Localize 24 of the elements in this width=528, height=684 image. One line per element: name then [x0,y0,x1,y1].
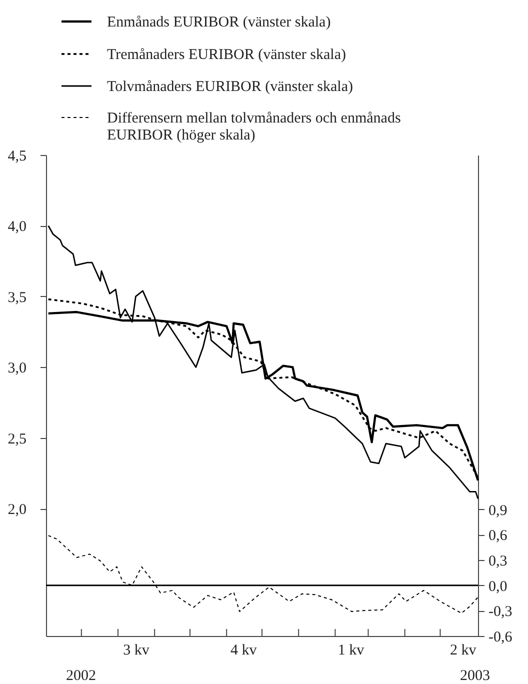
y2-tick-label: 0,6 [488,528,508,544]
y-tick-label: 2,0 [8,502,26,518]
y-tick-label: 3,0 [8,360,26,377]
y2-tick-label: -0,6 [488,630,513,646]
line-series [48,225,479,500]
text: 2003 [460,668,490,684]
y-tick-label: 4,5 [8,148,26,164]
x-tick-label: 3 kv [123,642,150,658]
y2-tick-label: -0,3 [488,604,512,620]
y2-tick-label: 0,3 [488,554,508,570]
line-series [48,535,478,614]
text: 2002 [66,668,96,684]
legend-label: Enmånads EURIBOR (vänster skala) [107,14,331,30]
x-tick-label: 1 kv [338,642,365,658]
y2-tick-label: 0,9 [488,502,508,519]
x-tick-label: 2 kv [450,642,477,658]
y2-tick-label: 0,0 [488,578,508,595]
y-tick-label: 2,5 [8,431,26,448]
legend-label: Differensern mellan tolvmånaders och enmånads EURIBOR (höger skala) [107,110,401,144]
y-tick-label: 4,0 [8,219,26,236]
y-tick-label: 3,5 [8,290,26,306]
legend-label: Tolvmånaders EURIBOR (vänster skala) [107,79,353,95]
x-tick-label: 4 kv [230,642,258,658]
legend-label: Tremånaders EURIBOR (vänster skala) [107,47,346,63]
